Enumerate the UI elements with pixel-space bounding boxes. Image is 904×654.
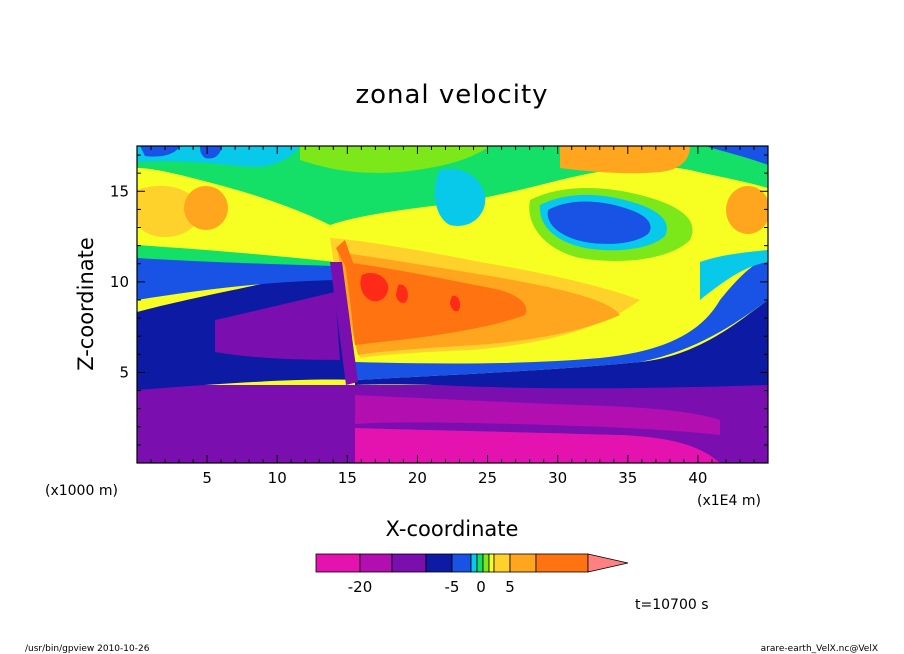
plot-frame: [136, 145, 769, 464]
x-tick-label: 30: [548, 469, 567, 487]
y-tick-label: 5: [119, 363, 129, 381]
patch-blue-top: [200, 146, 222, 159]
chart-title: zonal velocity: [355, 80, 548, 110]
patch-red-2: [396, 284, 408, 303]
colorbar-segment: [359, 553, 393, 573]
band-violet-low: [355, 395, 720, 435]
colorbar-ticks: -20 -5 0 5: [348, 578, 515, 596]
x-tick-label: 5: [202, 469, 212, 487]
colorbar-segment: [476, 553, 484, 573]
colorbar-tick-label: 5: [505, 578, 515, 596]
x-tick-label: 35: [618, 469, 637, 487]
lens-left: [184, 186, 228, 230]
colorbar-segment: [493, 553, 511, 573]
band-blue-left: [137, 255, 335, 300]
shear-tip: [336, 240, 355, 272]
colorbar-segment: [451, 553, 472, 573]
shear-column: [330, 262, 358, 385]
colorbar: [315, 553, 629, 573]
y-tick-label: 15: [110, 182, 129, 200]
x-axis-ticks: 5 10 15 20 25 30 35 40: [150, 146, 755, 487]
patch-red-1: [360, 273, 389, 302]
footer-right: arare-earth_VelX.nc@VelX: [761, 644, 878, 654]
patch-blue-topleft: [140, 146, 180, 157]
colorbar-segment: [391, 553, 427, 573]
x-tick-label: 10: [268, 469, 287, 487]
patch-red-3: [450, 295, 461, 312]
footer-left: /usr/bin/gpview 2010-10-26: [25, 644, 150, 654]
band-cyan-right: [700, 250, 768, 300]
patch-purple-left: [215, 292, 340, 360]
y-tick-label: 10: [110, 273, 129, 291]
y-axis-label: Z-coordinate: [74, 237, 98, 371]
x-tick-label: 20: [408, 469, 427, 487]
band-purple-left: [137, 389, 355, 463]
colorbar-segment: [509, 553, 537, 573]
x-tick-label: 40: [688, 469, 707, 487]
colorbar-tick-label: -20: [348, 578, 373, 596]
colorbar-tick-label: 0: [476, 578, 486, 596]
lens-left-outer: [137, 185, 199, 238]
band-navy-right: [355, 300, 768, 389]
colorbar-segment: [425, 553, 453, 573]
lens-right: [726, 186, 768, 234]
x-tick-label: 25: [478, 469, 497, 487]
time-label: t=10700 s: [635, 597, 709, 613]
colorbar-segment: [535, 553, 589, 573]
colorbar-segment: [482, 553, 490, 573]
contour-field: [137, 146, 768, 463]
patch-orange-top: [560, 146, 690, 174]
band-cyan-upper-left: [137, 146, 300, 167]
colorbar-tick-label: -5: [445, 578, 460, 596]
patch-blue-right: [547, 201, 651, 244]
x-axis-label: X-coordinate: [386, 517, 519, 541]
colorbar-segment: [470, 553, 478, 573]
x-tick-label: 15: [338, 469, 357, 487]
colorbar-segment: [488, 553, 495, 573]
x-unit-left: (x1000 m): [45, 483, 118, 499]
band-blue-right: [355, 258, 768, 380]
colorbar-arrow: [587, 553, 629, 573]
y-axis-ticks: 5 10 15: [110, 154, 768, 446]
band-magenta-low: [355, 428, 720, 463]
band-green-left: [137, 245, 335, 266]
colorbar-segment: [315, 553, 361, 573]
x-unit-right: (x1E4 m): [697, 493, 761, 509]
patch-blue-topright: [705, 146, 768, 165]
patch-cyan-mid: [434, 168, 486, 226]
band-dark-orange: [345, 262, 527, 345]
